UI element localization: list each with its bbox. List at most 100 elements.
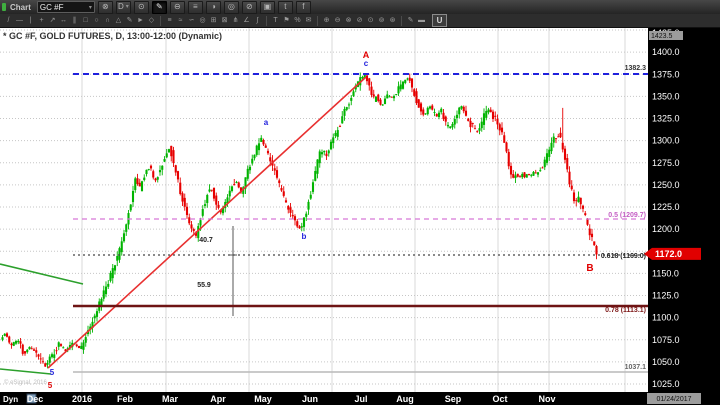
svg-text:40.7: 40.7 [199, 237, 213, 244]
svg-text:1350.0: 1350.0 [652, 91, 680, 101]
svg-text:01/24/2017: 01/24/2017 [656, 396, 691, 403]
month-label: May [254, 394, 272, 404]
channel-tool-icon[interactable]: ∥ [72, 17, 77, 24]
month-label: 2016 [72, 394, 92, 404]
chart-title: * GC #F, GOLD FUTURES, D, 13:00-12:00 (D… [3, 31, 223, 41]
toolbar-divider [160, 15, 161, 26]
alert-line-1382-label: 1382.3 [625, 65, 647, 72]
toolbar-divider [317, 15, 318, 26]
svg-text:1225.0: 1225.0 [652, 202, 680, 212]
svg-text:1150.0: 1150.0 [652, 268, 679, 278]
svg-text:B: B [586, 263, 593, 274]
brush-tool-icon[interactable]: ✎ [126, 17, 133, 24]
gann-fan-tool-icon[interactable]: ∠ [243, 17, 250, 24]
fib-0.5-line-label: 0.5 (1209.7) [608, 212, 646, 219]
chart-area[interactable]: 1382.3 0.5 (1209.7) 0.618 (1169.0) 0.78 (11… [0, 28, 720, 405]
month-label: Dec [27, 394, 44, 404]
facebook-icon[interactable]: f [295, 0, 311, 14]
svg-text:1025.0: 1025.0 [652, 379, 680, 389]
fib-1.0-line-label: 1037.1 [625, 364, 647, 371]
circle-dot-tool-icon[interactable]: ⊙ [367, 17, 374, 24]
news-icon[interactable]: ≡ [187, 0, 203, 14]
rectangle-tool-icon[interactable]: □ [83, 17, 88, 24]
interval-caret-icon: ▾ [125, 4, 129, 10]
wave-annotations: Ac a b B 5 5 40.7 55.9 [48, 50, 594, 390]
svg-text:1325.0: 1325.0 [652, 114, 680, 124]
circle-plus-tool-icon[interactable]: ⊕ [323, 17, 330, 24]
symbol-dropdown-caret-icon[interactable]: ▾ [88, 4, 92, 11]
svg-text:1172.0: 1172.0 [655, 249, 682, 259]
marker-tool-icon[interactable]: ◇ [148, 17, 155, 24]
flag-tool-icon[interactable]: ⚑ [283, 17, 290, 24]
cycle-tool-icon[interactable]: ∫ [256, 17, 259, 24]
circle-star-tool-icon[interactable]: ⊛ [389, 17, 396, 24]
cursor-date-box: 01/24/2017 [647, 393, 701, 404]
triangle-tool-icon[interactable]: △ [115, 17, 122, 24]
snap-tool-icon[interactable]: ▬ [418, 17, 425, 24]
trend-line-tool-icon[interactable]: / [7, 17, 10, 24]
cursor-price-box: 1423.5 [649, 31, 683, 40]
layout-icon[interactable]: ▣ [259, 0, 275, 14]
symbol-input[interactable]: GC #F ▾ [36, 1, 95, 13]
svg-text:55.9: 55.9 [197, 282, 211, 289]
green-downtrend-line-upper[interactable] [0, 263, 84, 285]
pitchfork-tool-icon[interactable]: ⋔ [232, 17, 239, 24]
clear-drawings-icon[interactable]: ⊘ [241, 0, 257, 14]
svg-text:A: A [363, 50, 370, 60]
measure-line[interactable] [229, 226, 237, 316]
circle-ring-tool-icon[interactable]: ⊚ [378, 17, 385, 24]
price-chart-canvas[interactable]: 1382.3 0.5 (1209.7) 0.618 (1169.0) 0.78 (11… [0, 28, 720, 405]
ellipse-tool-icon[interactable]: ○ [94, 17, 99, 24]
y-axis[interactable]: 1425.01400.01375.01350.01325.01300.01275… [648, 28, 720, 392]
ray-tool-icon[interactable]: ↗ [49, 17, 56, 24]
cross-line-tool-icon[interactable]: + [39, 17, 44, 24]
svg-text:1400.0: 1400.0 [652, 47, 680, 57]
dyn-mode-icon[interactable] [26, 393, 37, 404]
candlestick-series [1, 72, 598, 369]
fib-circle-tool-icon[interactable]: ◎ [199, 17, 206, 24]
fib-retracement-tool-icon[interactable]: ≡ [167, 17, 172, 24]
svg-text:a: a [264, 118, 269, 127]
x-axis[interactable]: Dyn Dec 2016 Feb Mar Apr May Jun Jul Aug Sep Oct Nov [0, 392, 720, 405]
arrow-tool-icon[interactable]: ► [137, 17, 144, 24]
drawing-toolbar: / — | + ↗ ↔ ∥ □ ○ ∩ △ ✎ ► ◇ ≡ ≈ ∽ ◎ ⊞ ⊠ ⋔ ∠ ∫ T ⚑% ✉ ⊕ ⊖ ⊗ ⊘ ⊙ ⊚ ⊛ ✎ ▬ U [0, 14, 720, 28]
arc-tool-icon[interactable]: ∩ [104, 17, 111, 24]
month-label: Jun [302, 394, 318, 404]
svg-text:1275.0: 1275.0 [652, 158, 680, 168]
gann-box-tool-icon[interactable]: ⊠ [221, 17, 228, 24]
esignal-watermark: © eSignal, 2016 [4, 380, 47, 386]
refresh-icon[interactable]: ⊙ [133, 0, 149, 14]
green-downtrend-line-lower[interactable] [0, 368, 52, 375]
time-frame-icon[interactable]: ◑ [205, 0, 221, 14]
chart-tab[interactable]: Chart [10, 2, 31, 12]
circle-minus-tool-icon[interactable]: ⊖ [334, 17, 341, 24]
svg-text:b: b [302, 232, 307, 241]
toolbar-divider [266, 15, 267, 26]
vertical-line-tool-icon[interactable]: | [29, 17, 32, 24]
horizontal-line-tool-icon[interactable]: — [16, 17, 23, 24]
circle-cross-tool-icon[interactable]: ⊗ [345, 17, 352, 24]
month-label: Apr [210, 394, 226, 404]
text-tool-icon[interactable]: T [273, 17, 278, 24]
status-dot-icon [2, 3, 6, 11]
dyn-mode-button[interactable]: Dyn [3, 395, 18, 404]
extended-line-tool-icon[interactable]: ↔ [60, 17, 67, 24]
twitter-icon[interactable]: t [277, 0, 293, 14]
symbol-lookup-button[interactable]: ⊗ [97, 0, 113, 14]
circle-slash-tool-icon[interactable]: ⊘ [356, 17, 363, 24]
month-label: Aug [396, 394, 414, 404]
fib-arc-tool-icon[interactable]: ∽ [188, 17, 195, 24]
note-tool-icon[interactable]: ✉ [305, 17, 312, 24]
interval-selector[interactable]: D ▾ [115, 0, 131, 14]
main-toolbar: Chart GC #F ▾ ⊗ D ▾ ⊙ ✎ ⊖ ≡ ◑ ◎ ⊘ ▣ t f [0, 0, 720, 14]
studies-icon[interactable]: ◎ [223, 0, 239, 14]
freehand-tool-icon[interactable]: ✎ [407, 17, 414, 24]
undo-button[interactable]: U [432, 14, 447, 27]
zoom-out-icon[interactable]: ⊖ [169, 0, 185, 14]
percent-tool-icon[interactable]: % [294, 17, 301, 24]
draw-mode-icon[interactable]: ✎ [151, 0, 167, 14]
red-uptrend-line[interactable] [47, 76, 367, 369]
fib-extension-tool-icon[interactable]: ≈ [178, 17, 183, 24]
gann-grid-tool-icon[interactable]: ⊞ [210, 17, 217, 24]
